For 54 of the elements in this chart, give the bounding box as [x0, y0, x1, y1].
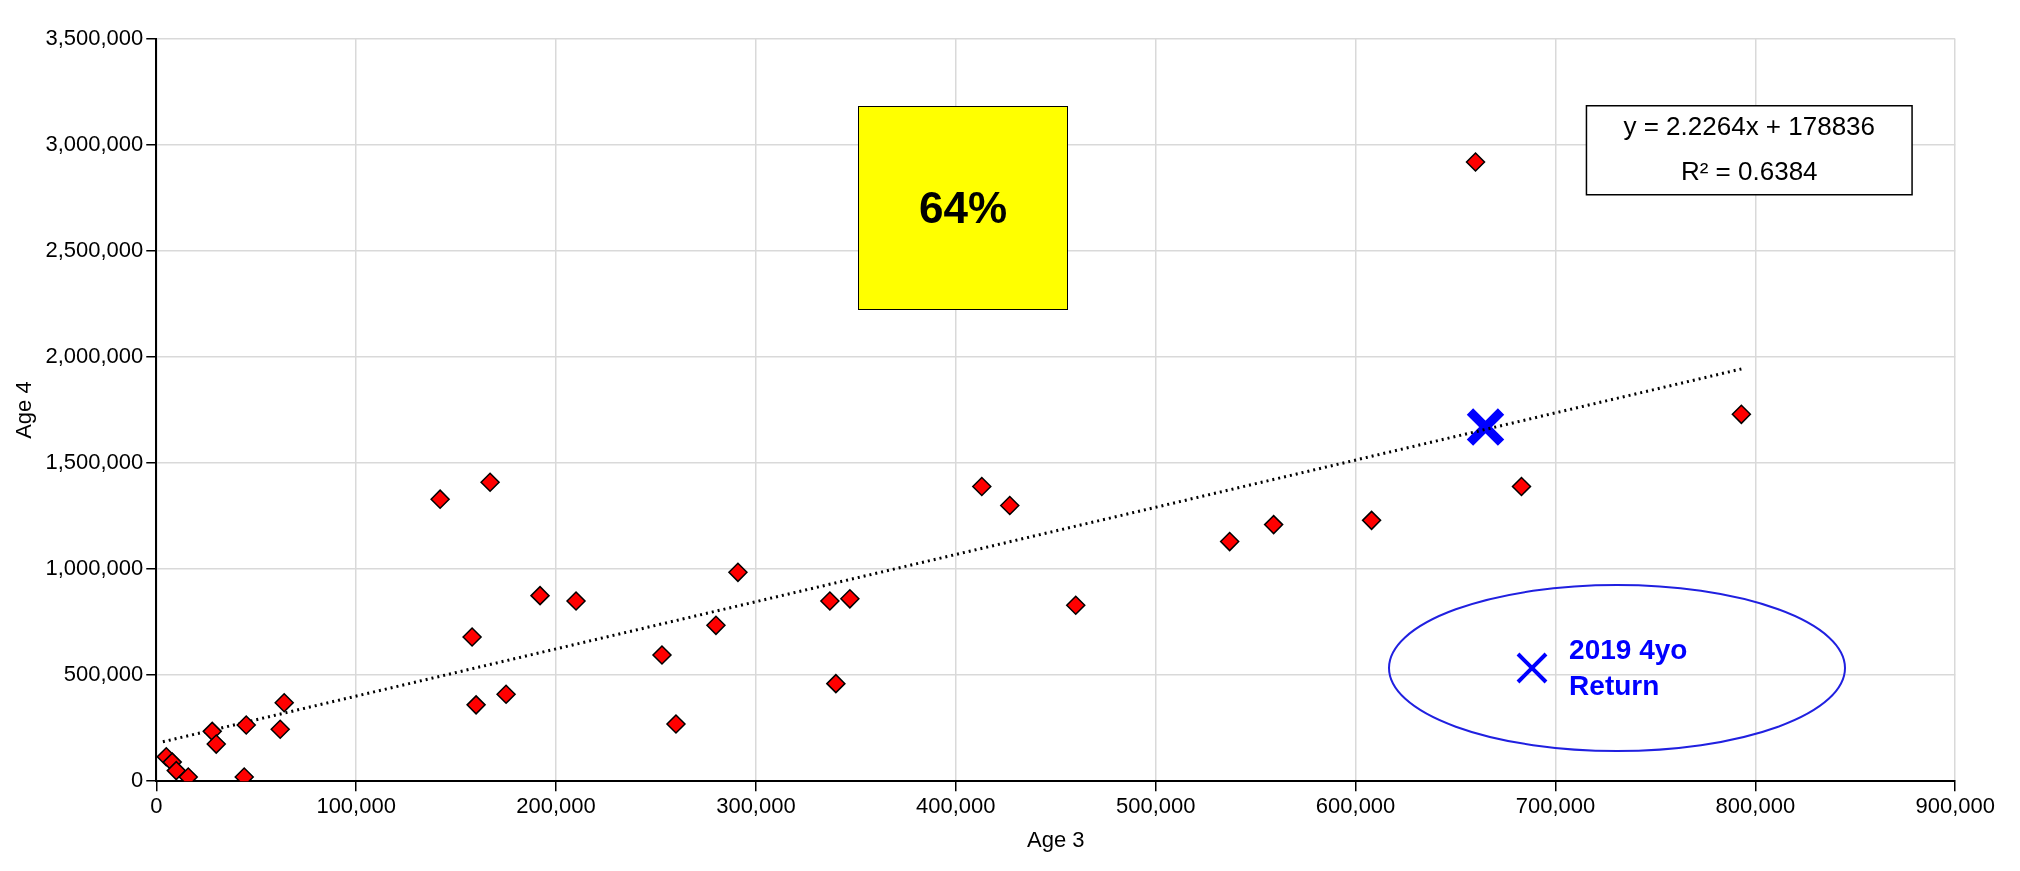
- legend-label: 2019 4yo Return: [1569, 632, 1689, 703]
- point: [1465, 152, 1486, 172]
- x-tick-label: 300,000: [716, 793, 796, 819]
- point: [1219, 531, 1240, 552]
- point: [466, 695, 486, 715]
- point: [206, 734, 226, 754]
- point: [566, 591, 586, 611]
- y-tick-label: 1,500,000: [45, 449, 144, 475]
- point: [236, 715, 256, 735]
- x-tick-label: 700,000: [1515, 793, 1596, 819]
- x-tick-label: 100,000: [316, 793, 396, 819]
- point: [274, 692, 294, 713]
- point: [202, 721, 222, 742]
- x-tick-label: 800,000: [1715, 793, 1796, 819]
- x-axis-title: Age 3: [1027, 826, 1085, 852]
- point: [1361, 510, 1382, 531]
- point: [1065, 595, 1086, 615]
- point: [166, 760, 187, 781]
- point: [728, 562, 748, 583]
- x-tick-label: 0: [150, 793, 163, 819]
- point: [1465, 407, 1506, 448]
- point: [826, 673, 846, 694]
- x-tick-label: 500,000: [1115, 793, 1196, 819]
- point: [462, 627, 482, 647]
- point: [706, 615, 726, 636]
- point: [840, 589, 860, 609]
- y-tick-label: 0: [131, 767, 144, 793]
- point: [1511, 476, 1532, 497]
- point: [270, 719, 290, 739]
- point: [1000, 495, 1020, 516]
- x-tick-label: 600,000: [1315, 793, 1396, 819]
- y-tick-label: 1,000,000: [45, 555, 144, 581]
- y-tick-label: 2,500,000: [45, 237, 144, 263]
- x-tick-label: 900,000: [1915, 793, 1995, 819]
- point: [1731, 404, 1752, 425]
- point: [480, 472, 500, 492]
- note-box: 64%: [857, 105, 1069, 310]
- y-axis-title: Age 4: [11, 381, 37, 439]
- point: [430, 489, 450, 509]
- point: [652, 645, 672, 665]
- y-tick-label: 2,000,000: [45, 343, 144, 369]
- y-tick-label: 3,500,000: [45, 25, 144, 51]
- x-tick-label: 400,000: [916, 793, 996, 819]
- x-tick-label: 200,000: [516, 793, 596, 819]
- point: [666, 714, 686, 734]
- point: [972, 476, 992, 497]
- point: [820, 591, 840, 611]
- point: [1263, 514, 1284, 535]
- y-tick-label: 3,000,000: [45, 131, 144, 157]
- annotation: y = 2.2264x + 178836: [1623, 111, 1876, 142]
- point: [530, 585, 550, 606]
- annotation: R² = 0.6384: [1680, 155, 1818, 186]
- point: [496, 684, 516, 705]
- y-tick-label: 500,000: [63, 661, 144, 687]
